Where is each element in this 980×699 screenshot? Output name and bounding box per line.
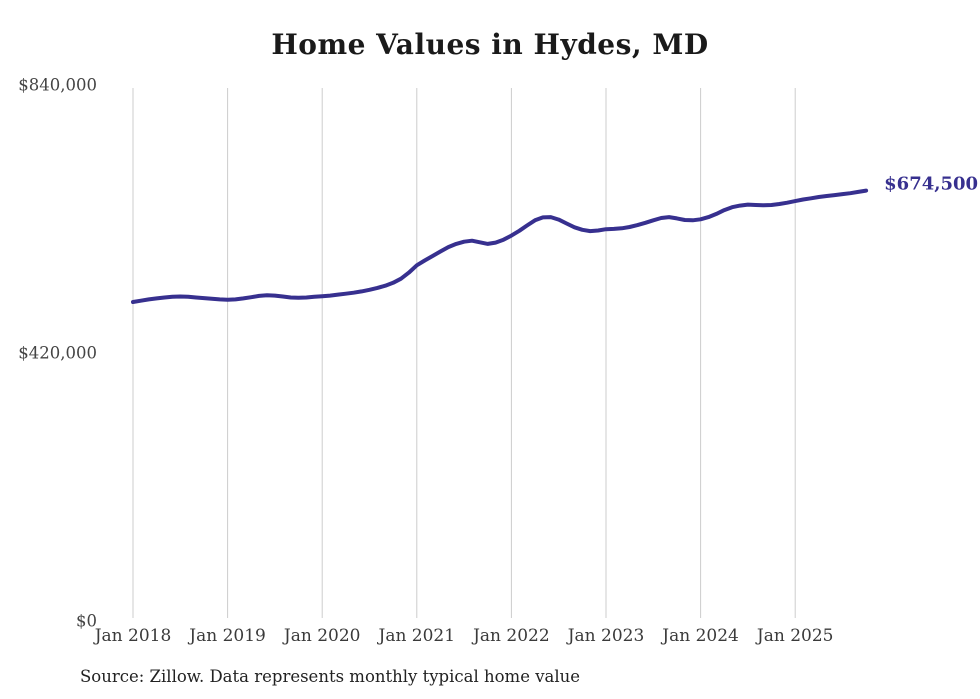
x-tick-label: Jan 2019: [187, 626, 266, 646]
latest-value-label: $674,500: [884, 174, 978, 195]
chart-title: Home Values in Hydes, MD: [271, 28, 709, 61]
x-tick-label: Jan 2022: [471, 626, 550, 646]
x-tick-label: Jan 2023: [566, 626, 645, 646]
home-value-line: [131, 188, 869, 304]
y-tick-label: $840,000: [18, 76, 97, 95]
x-tick-label: Jan 2020: [282, 626, 361, 646]
y-tick-label: $420,000: [18, 344, 97, 363]
x-tick-label: Jan 2021: [377, 626, 456, 646]
y-tick-label: $0: [76, 612, 97, 631]
source-note: Source: Zillow. Data represents monthly …: [80, 667, 581, 686]
x-tick-label: Jan 2024: [660, 626, 739, 646]
x-tick-label: Jan 2018: [93, 626, 172, 646]
x-tick-label: Jan 2025: [755, 626, 834, 646]
